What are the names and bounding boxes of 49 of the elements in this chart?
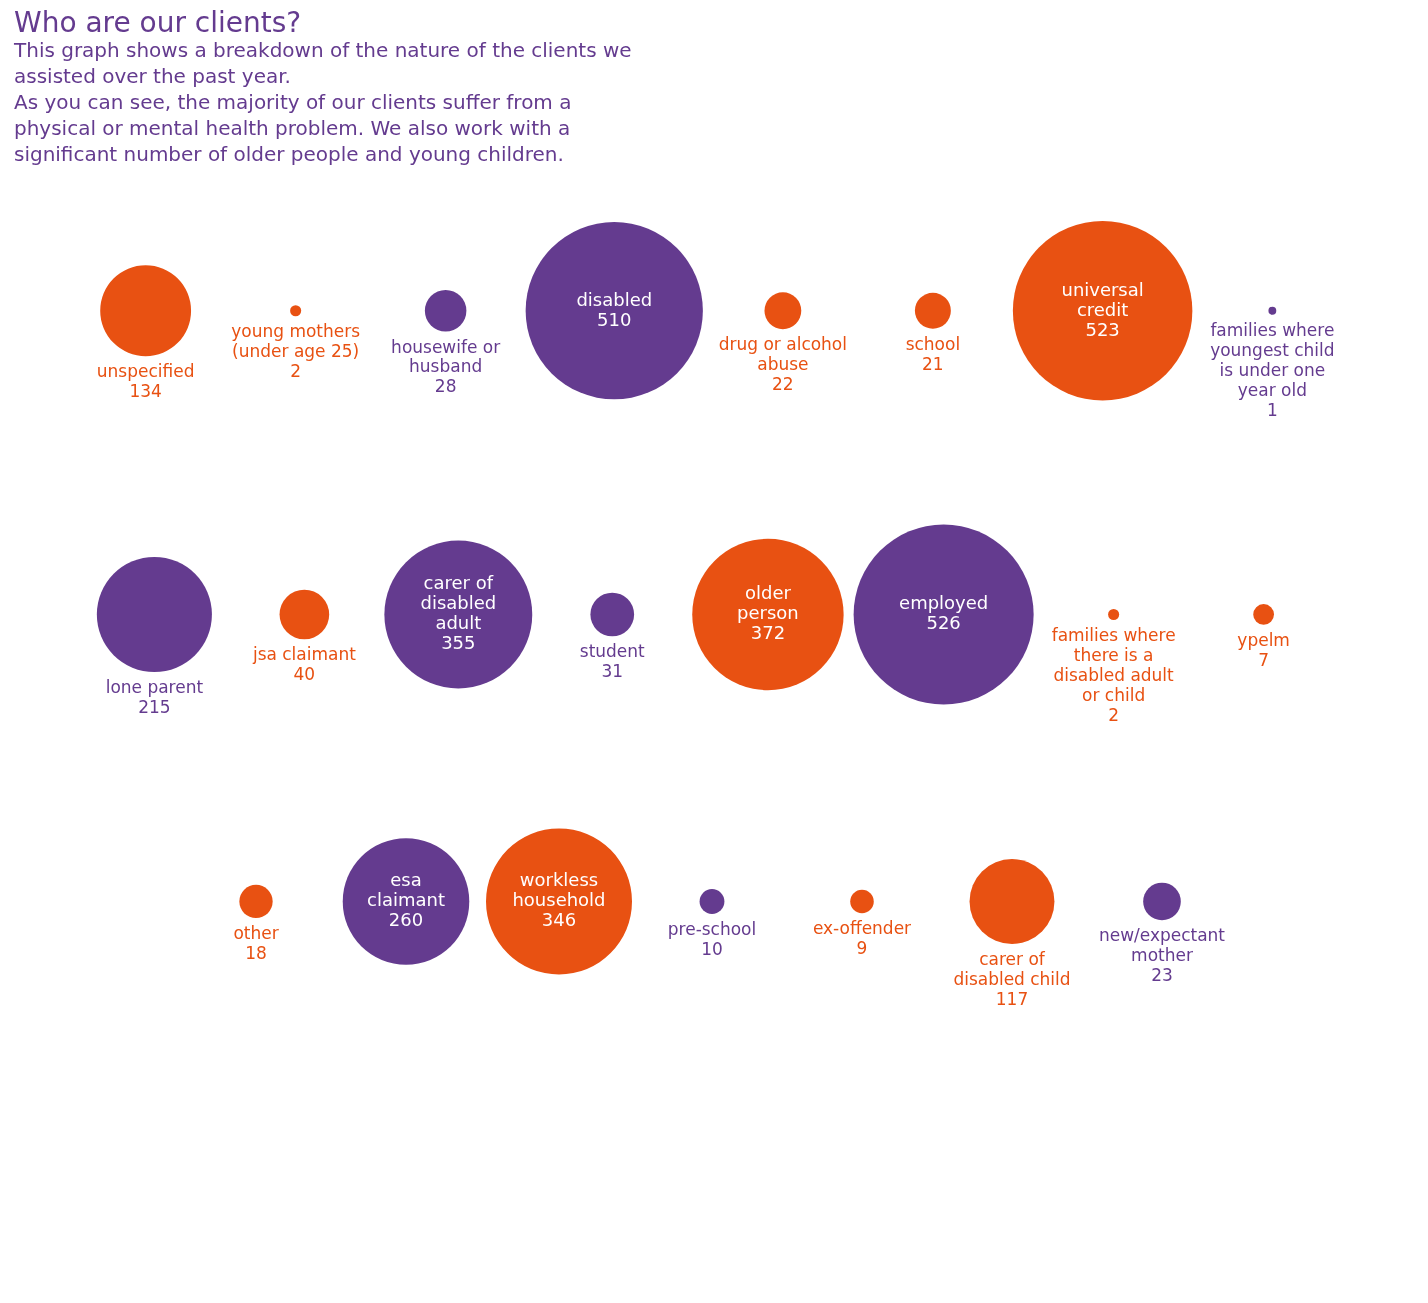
category-label: housewife or husband (391, 336, 501, 377)
data-label: 28 (434, 376, 457, 397)
data-label: 510 (597, 308, 632, 330)
category-label: carer of disabled child (953, 948, 1071, 989)
text: Who are our clients? (14, 6, 302, 39)
data-label: 1 (1266, 399, 1278, 420)
data-label: 10 (701, 938, 723, 959)
data-label: 21 (922, 353, 944, 374)
category-label: new/expectant mother (1098, 925, 1226, 966)
category-label: lone parent (105, 677, 204, 698)
category-label: older person (737, 582, 799, 624)
data-label: 40 (293, 664, 316, 685)
data-label: 23 (1151, 965, 1173, 986)
category-label: disabled (576, 288, 653, 310)
data-label: 7 (1258, 649, 1270, 670)
data-label: 31 (601, 661, 624, 682)
data-label: 346 (541, 909, 577, 931)
category-label: carer of disabled adult (420, 572, 497, 634)
category-label: employed (899, 592, 989, 614)
category-label: other (233, 923, 279, 944)
category-label: ex-offender (812, 918, 912, 939)
data-label: 260 (388, 909, 424, 931)
data-label: 526 (926, 612, 961, 634)
text: This graph shows a breakdown of the nature of the clients we assisted over the past year. (13, 38, 632, 88)
category-label: workless household (512, 869, 606, 911)
data-label: 215 (138, 697, 171, 718)
category-label: student (579, 641, 646, 662)
category-label: drug or alcohol abuse (718, 334, 847, 375)
text: As you can see, the majority of our clients suffer from a physical or mental health problem. We also work with a significant number of older people and young children. (14, 90, 572, 166)
data-label: 355 (441, 632, 476, 654)
data-label: 2 (290, 361, 302, 382)
data-label: 523 (1085, 318, 1120, 340)
category-label: school (905, 333, 961, 354)
data-label: 22 (772, 374, 794, 395)
category-label: families where youngest child is under one year old (1210, 319, 1335, 400)
category-label: young mothers (under age 25) (231, 321, 361, 362)
category-label: unspecified (96, 361, 195, 382)
data-label: 372 (750, 622, 786, 644)
data-label: 117 (995, 988, 1029, 1009)
category-label: universal credit (1061, 278, 1144, 320)
data-label: 2 (1108, 705, 1120, 726)
category-label: jsa claimant (251, 644, 357, 665)
data-label: 134 (129, 381, 162, 402)
category-label: pre-school (667, 918, 757, 939)
data-label: 9 (856, 938, 868, 959)
category-label: families where there is a disabled adult or child (1051, 625, 1176, 706)
data-label: 18 (245, 943, 267, 964)
category-label: ypelm (1237, 629, 1290, 650)
category-label: esa claimant (367, 869, 445, 911)
